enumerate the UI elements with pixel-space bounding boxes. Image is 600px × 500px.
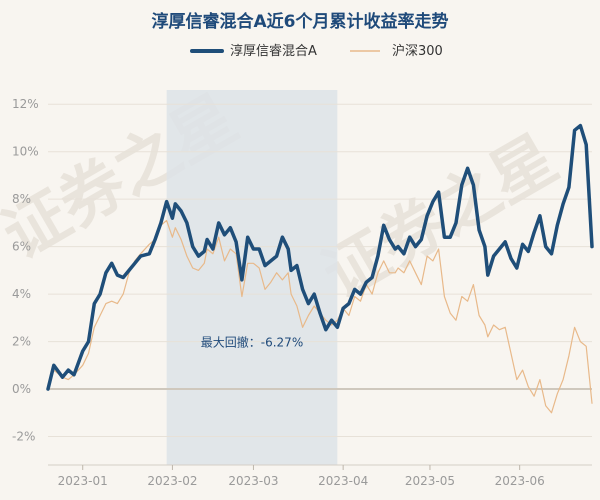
- x-tick-label: 2023-01: [58, 474, 108, 488]
- x-tick-label: 2023-02: [147, 474, 197, 488]
- legend-label-hs300: 沪深300: [392, 43, 443, 59]
- y-axis: -2% 0% 2% 4% 6% 8% 10% 12%: [12, 97, 39, 443]
- x-tick-label: 2023-04: [318, 474, 368, 488]
- legend-label-fund: 淳厚信睿混合A: [230, 43, 317, 59]
- y-tick-label: 12%: [12, 97, 39, 111]
- legend: 淳厚信睿混合A 沪深300: [190, 43, 443, 59]
- y-tick-label: 0%: [12, 382, 31, 396]
- x-tick-label: 2023-06: [495, 474, 545, 488]
- y-tick-label: 6%: [12, 240, 31, 254]
- y-tick-label: 8%: [12, 192, 31, 206]
- y-tick-label: 4%: [12, 287, 31, 301]
- x-axis: 2023-01 2023-02 2023-03 2023-04 2023-05 2023-…: [48, 464, 592, 488]
- y-tick-label: 10%: [12, 145, 39, 159]
- y-tick-label: 2%: [12, 335, 31, 349]
- x-tick-label: 2023-05: [405, 474, 455, 488]
- max-drawdown-label: 最大回撤：-6.27%: [201, 334, 303, 349]
- max-drawdown-shade: [166, 90, 338, 465]
- y-tick-label: -2%: [12, 430, 35, 444]
- x-tick-label: 2023-03: [228, 474, 278, 488]
- chart-title: 淳厚信睿混合A近6个月累计收益率走势: [152, 11, 449, 32]
- series-line-fund: [46, 123, 594, 391]
- series-lines: [46, 123, 594, 414]
